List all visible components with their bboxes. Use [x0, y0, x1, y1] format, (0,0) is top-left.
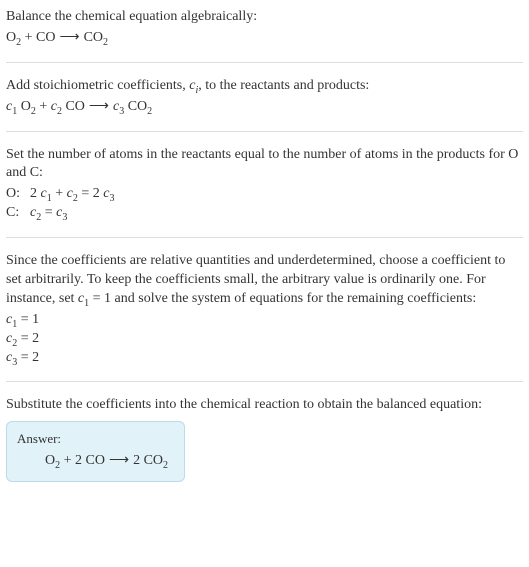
- equation-with-coefficients: c1 O2 + c2 CO⟶c3 CO2: [6, 98, 523, 117]
- intro-text: Set the number of atoms in the reactants…: [6, 146, 523, 184]
- product-co2-sub: 2: [163, 460, 168, 471]
- reactant-co: CO: [36, 30, 55, 45]
- reactant-co: CO: [86, 453, 105, 468]
- atom-equation-table: O: 2 c1 + c2 = 2 c3 C: c2 = c3: [6, 185, 120, 223]
- plus: +: [36, 99, 51, 114]
- section-balance-intro: Balance the chemical equation algebraica…: [6, 8, 523, 63]
- section-solve: Since the coefficients are relative quan…: [6, 252, 523, 382]
- product-co2-sub: 2: [147, 105, 152, 116]
- row-o: O: 2 c1 + c2 = 2 c3: [6, 185, 120, 204]
- reactant-o2: O: [45, 453, 55, 468]
- two: 2: [30, 186, 41, 201]
- equals: = 2: [78, 186, 103, 201]
- plus: +: [52, 186, 67, 201]
- intro-part-a: Add stoichiometric coefficients,: [6, 78, 189, 93]
- plus: +: [21, 30, 36, 45]
- product-co2: CO: [128, 99, 147, 114]
- product-co2: CO: [84, 30, 103, 45]
- product-co2-sub: 2: [103, 37, 108, 48]
- reactant-o2: O: [6, 30, 16, 45]
- intro-part-b: , to the reactants and products:: [198, 78, 369, 93]
- two: 2: [133, 453, 144, 468]
- solution-c1: c1 = 1: [6, 311, 523, 330]
- row-o-label: O:: [6, 185, 30, 204]
- para-b: = 1 and solve the system of equations fo…: [89, 291, 476, 306]
- intro-text: Balance the chemical equation algebraica…: [6, 8, 523, 27]
- answer-box: Answer: O2 + 2 CO⟶2 CO2: [6, 421, 185, 481]
- intro-text: Since the coefficients are relative quan…: [6, 252, 523, 309]
- answer-label: Answer:: [17, 430, 168, 448]
- section-add-coefficients: Add stoichiometric coefficients, ci, to …: [6, 77, 523, 132]
- c3-sub: 3: [62, 212, 67, 223]
- arrow-icon: ⟶: [105, 453, 133, 468]
- intro-text: Add stoichiometric coefficients, ci, to …: [6, 77, 523, 96]
- balanced-equation: O2 + 2 CO⟶2 CO2: [17, 452, 168, 471]
- row-c-label: C:: [6, 204, 30, 223]
- intro-text: Substitute the coefficients into the che…: [6, 396, 523, 415]
- reactant-o2: O: [21, 99, 31, 114]
- arrow-icon: ⟶: [55, 30, 83, 45]
- arrow-icon: ⟶: [85, 99, 113, 114]
- section-answer: Substitute the coefficients into the che…: [6, 396, 523, 481]
- row-c: C: c2 = c3: [6, 204, 120, 223]
- product-co2: CO: [144, 453, 163, 468]
- reactant-co: CO: [65, 99, 84, 114]
- solution-c3: c3 = 2: [6, 349, 523, 368]
- rest: = 2: [17, 350, 39, 365]
- section-atom-equations: Set the number of atoms in the reactants…: [6, 146, 523, 239]
- plus-2: + 2: [60, 453, 85, 468]
- equals: =: [41, 205, 56, 220]
- row-o-eq: 2 c1 + c2 = 2 c3: [30, 185, 120, 204]
- equation-unbalanced: O2 + CO⟶CO2: [6, 29, 523, 48]
- rest: = 1: [17, 312, 39, 327]
- solution-c2: c2 = 2: [6, 330, 523, 349]
- c3-sub: 3: [109, 193, 114, 204]
- row-c-eq: c2 = c3: [30, 204, 120, 223]
- rest: = 2: [17, 331, 39, 346]
